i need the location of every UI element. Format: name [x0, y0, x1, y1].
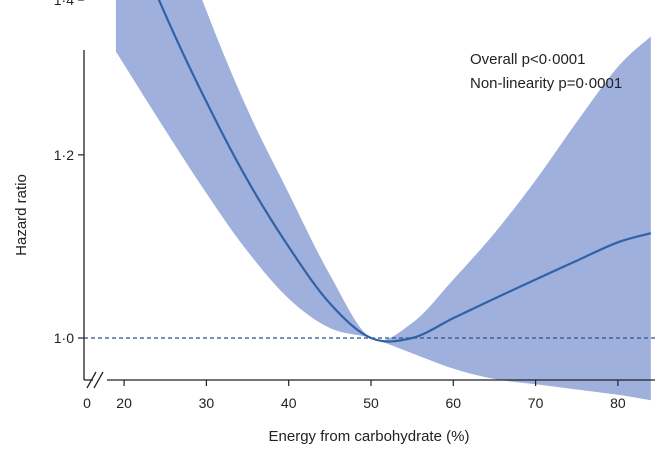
x-axis-ticks: 0 20 30 40 50 60 70 80 — [83, 380, 626, 411]
x-axis-title: Energy from carbohydrate (%) — [269, 428, 470, 445]
annotation-nonlinearity-p: Non-linearity p=0·0001 — [470, 75, 622, 92]
y-axis-ticks: 1·01·21·41·61·8 — [54, 0, 84, 346]
annotation-overall-p: Overall p<0·0001 — [470, 51, 586, 68]
hazard-ratio-line — [157, 0, 652, 343]
y-tick-label: 1·2 — [54, 147, 74, 163]
x-tick-label: 40 — [281, 395, 297, 411]
y-tick-label: 1·4 — [54, 0, 74, 8]
x-tick-label: 20 — [116, 395, 132, 411]
y-tick-label: 1·0 — [54, 330, 74, 346]
x-tick-label: 50 — [363, 395, 379, 411]
x-tick-label: 80 — [610, 395, 626, 411]
x-tick-label: 0 — [83, 395, 91, 411]
x-tick-label: 60 — [446, 395, 462, 411]
x-axis-break — [86, 371, 107, 389]
x-tick-label: 30 — [199, 395, 215, 411]
confidence-band — [115, 0, 651, 401]
axis-break-slash — [86, 371, 97, 389]
axis-break-slash — [93, 371, 104, 389]
ci-band-group — [115, 0, 651, 401]
x-tick-label: 70 — [528, 395, 544, 411]
axis-break-gap — [93, 377, 107, 383]
y-axis-title: Hazard ratio — [13, 174, 30, 256]
